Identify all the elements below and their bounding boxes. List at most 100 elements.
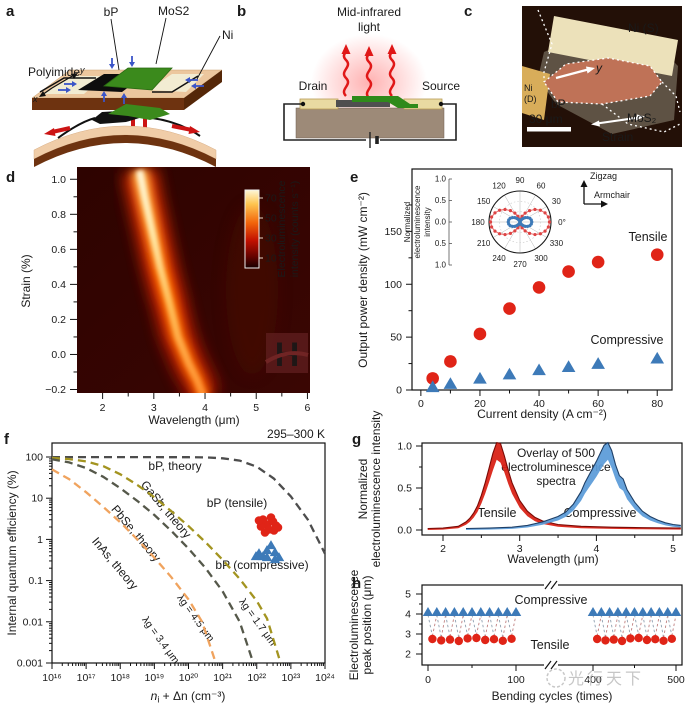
polyimide-label: Polyimide xyxy=(28,65,80,79)
spectrum-edge xyxy=(465,441,681,530)
tensile-cycle-point xyxy=(617,636,627,646)
ni-label: Ni xyxy=(222,28,233,42)
tensile-point xyxy=(473,327,487,341)
polar-marker xyxy=(503,207,507,212)
theory-curve xyxy=(51,456,282,664)
tick-label: 2 xyxy=(405,649,411,661)
data-point-triangle xyxy=(493,607,504,616)
h-xaxis-label: Bending cycles (times) xyxy=(492,689,613,703)
ni-source-label: Ni (S) xyxy=(628,21,659,35)
tick-label: 5 xyxy=(405,589,411,601)
tensile-cycle-point xyxy=(634,633,643,643)
spectrum-band xyxy=(427,442,681,530)
panel-g-spectra: Overlay of 500 electroluminescence spect… xyxy=(356,411,683,568)
tick-mark xyxy=(458,614,464,639)
tick-mark xyxy=(596,614,602,637)
strain-arrow xyxy=(596,116,640,125)
mos2-leader xyxy=(155,17,167,65)
polar-marker xyxy=(508,209,513,213)
dotted-outlines xyxy=(537,9,681,133)
tick-label: 4 xyxy=(405,609,411,621)
tensile-cycle-point xyxy=(454,636,463,646)
tick-mark xyxy=(642,614,648,638)
tensile-cycle-point xyxy=(659,636,668,645)
tick-label: 6 xyxy=(305,402,311,414)
ni-source-electrode xyxy=(548,16,678,76)
polar-marker xyxy=(497,208,502,212)
tick-label: 300 xyxy=(534,254,548,263)
y-axis-arrow xyxy=(555,68,589,80)
tick-mark xyxy=(613,614,619,637)
tick-label: 90 xyxy=(516,176,525,185)
f-plot-box xyxy=(51,442,326,664)
tick-label: 180 xyxy=(471,218,485,227)
g-yaxis-label-line2: electroluminescence intensity xyxy=(369,411,383,568)
tick-mark xyxy=(475,614,482,636)
polar-marker xyxy=(523,211,527,215)
bp-tensile-point xyxy=(269,526,279,535)
tick-label: 0° xyxy=(558,218,566,227)
tick-mark xyxy=(462,614,469,636)
tick-label: 3 xyxy=(405,629,411,641)
tick-mark xyxy=(431,614,438,637)
axis-y-line xyxy=(51,74,75,89)
polar-marker xyxy=(533,232,537,237)
polar-marker xyxy=(513,229,517,233)
panel-letter-b: b xyxy=(237,3,246,20)
panel-letter-h: h xyxy=(352,575,361,592)
mos2-flake xyxy=(102,67,173,91)
tick-mark xyxy=(467,614,473,636)
tick-label: 4 xyxy=(593,543,599,555)
tick-mark xyxy=(519,206,547,223)
data-point-triangle xyxy=(475,607,487,616)
tick-label: 0.1 xyxy=(28,575,43,587)
g-yaxis-label-line1: Normalized xyxy=(356,459,370,520)
data-point-triangle xyxy=(629,607,640,616)
tensile-cycle-point xyxy=(626,634,635,643)
polar-grid-circle xyxy=(499,201,541,243)
data-point-triangle xyxy=(561,360,576,372)
tensile-arrowheads xyxy=(44,126,200,136)
flat-substrate-front xyxy=(32,98,184,110)
tick-label: 70 xyxy=(265,193,277,205)
axis-y-arrowhead-icon xyxy=(71,73,78,79)
tick-label: 20 xyxy=(474,398,486,410)
tick-label: 0.0 xyxy=(51,349,66,361)
bent-mos2 xyxy=(108,104,170,120)
tick-mark xyxy=(650,614,656,637)
inset-ylabel-line2: electroluminescence xyxy=(413,185,422,258)
polar-marker xyxy=(488,220,493,224)
polar-marker xyxy=(490,225,494,229)
bp-tensile-point xyxy=(266,513,276,522)
polar-marker xyxy=(538,208,543,212)
data-point-triangle xyxy=(473,371,487,384)
data-point-triangle xyxy=(261,552,273,562)
heatmap-band xyxy=(122,167,278,393)
tick-mark xyxy=(600,614,606,638)
tensile-point xyxy=(426,372,439,385)
tick-label: 10²⁰ xyxy=(179,672,199,684)
polar-marker xyxy=(543,211,547,215)
tick-label: 0.01 xyxy=(23,616,44,628)
tick-mark xyxy=(440,614,447,638)
tick-label: 150 xyxy=(384,226,402,238)
tick-label: 0.4 xyxy=(51,279,66,291)
tick-label: 3 xyxy=(151,402,157,414)
tick-label: 240 xyxy=(492,254,506,263)
colorbar-label-line1: Electroluminescence xyxy=(276,180,288,277)
tick-label: 10¹⁸ xyxy=(110,672,130,684)
panel-letter-a: a xyxy=(6,3,15,20)
panel-h-bending: Compressive Tensile Bending cycles (time… xyxy=(347,569,685,703)
tick-label: −0.2 xyxy=(45,384,66,396)
data-point-triangle xyxy=(591,357,605,369)
tick-mark xyxy=(663,614,669,638)
data-point-triangle xyxy=(501,607,513,616)
y-axis-arrowhead-icon xyxy=(586,66,595,74)
tick-label: 500 xyxy=(667,674,685,686)
tick-label: 0.5 xyxy=(435,196,447,205)
drain-label: Drain xyxy=(299,79,328,93)
mos2-label: MoS2 xyxy=(158,4,190,18)
panel-letter-c: c xyxy=(464,3,472,20)
data-point-triangle xyxy=(466,607,478,616)
